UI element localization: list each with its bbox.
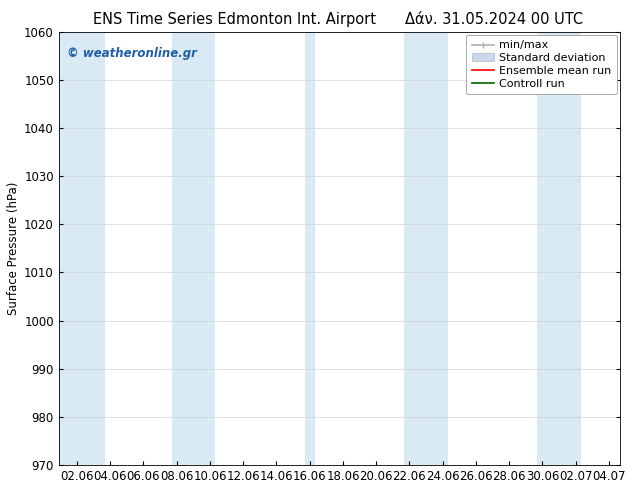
Text: Δάν. 31.05.2024 00 UTC: Δάν. 31.05.2024 00 UTC xyxy=(406,12,583,27)
Bar xyxy=(404,31,448,465)
Y-axis label: Surface Pressure (hPa): Surface Pressure (hPa) xyxy=(7,182,20,315)
Bar xyxy=(538,31,581,465)
Text: © weatheronline.gr: © weatheronline.gr xyxy=(67,47,197,60)
Text: ENS Time Series Edmonton Int. Airport: ENS Time Series Edmonton Int. Airport xyxy=(93,12,376,27)
Bar xyxy=(305,31,314,465)
Legend: min/max, Standard deviation, Ensemble mean run, Controll run: min/max, Standard deviation, Ensemble me… xyxy=(466,35,617,94)
Bar xyxy=(172,31,215,465)
Bar xyxy=(59,31,105,465)
